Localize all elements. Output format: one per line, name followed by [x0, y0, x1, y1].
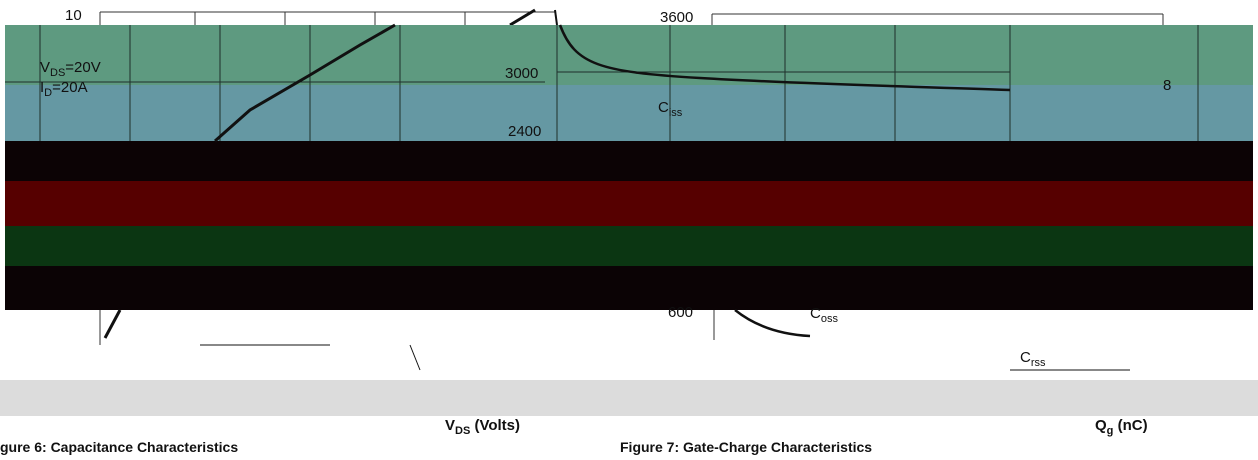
t: C — [1020, 349, 1031, 366]
t: oss — [821, 313, 839, 325]
t: DS — [50, 67, 65, 79]
t: C — [658, 99, 669, 116]
t: (Volts) — [470, 417, 520, 434]
t: =20V — [65, 59, 100, 76]
t: V — [40, 59, 50, 76]
id-label: ID=20A — [40, 79, 88, 99]
x-axis-label: Qg (nC) — [1095, 417, 1148, 437]
caption: Figure 7: Gate-Charge Characteristics — [620, 439, 872, 455]
right-frame — [554, 9, 1164, 26]
gate-curve — [214, 23, 396, 143]
band-black-2 — [5, 266, 1253, 310]
y-tick: 2400 — [508, 123, 541, 140]
t: D — [44, 87, 52, 99]
t: g — [1107, 425, 1114, 437]
band-black — [5, 141, 1253, 181]
t: Q — [1095, 417, 1107, 434]
band-blue — [5, 85, 1253, 141]
band-red — [5, 181, 1253, 226]
t: I — [40, 79, 44, 96]
crss-label: Crss — [1020, 349, 1046, 369]
axis-strip — [0, 380, 1258, 416]
ciss-label: Ciss — [658, 99, 683, 119]
coss-label: Coss — [810, 305, 838, 325]
edge-digit: 8 — [1163, 77, 1171, 94]
x-axis-label: VDS (Volts) — [445, 417, 520, 437]
t: =20A — [52, 79, 87, 96]
y-tick: 3000 — [505, 65, 538, 82]
vds-label: VDS=20V — [40, 59, 101, 79]
band-darkgreen — [5, 226, 1253, 266]
band-grid — [5, 25, 1199, 141]
lower-frame — [99, 309, 1130, 371]
y-tick: 10 — [65, 7, 82, 24]
caption: gure 6: Capacitance Characteristics — [0, 439, 238, 455]
y-tick: 3600 — [660, 9, 693, 26]
t: (nC) — [1113, 417, 1147, 434]
t: V — [445, 417, 455, 434]
t: C — [810, 305, 821, 322]
t: iss — [669, 107, 683, 119]
t: rss — [1031, 357, 1046, 369]
left-frame — [99, 8, 555, 27]
t: DS — [455, 425, 470, 437]
y-tick: 600 — [668, 304, 693, 321]
band-green — [5, 25, 1253, 85]
ciss-curve — [558, 24, 1011, 92]
